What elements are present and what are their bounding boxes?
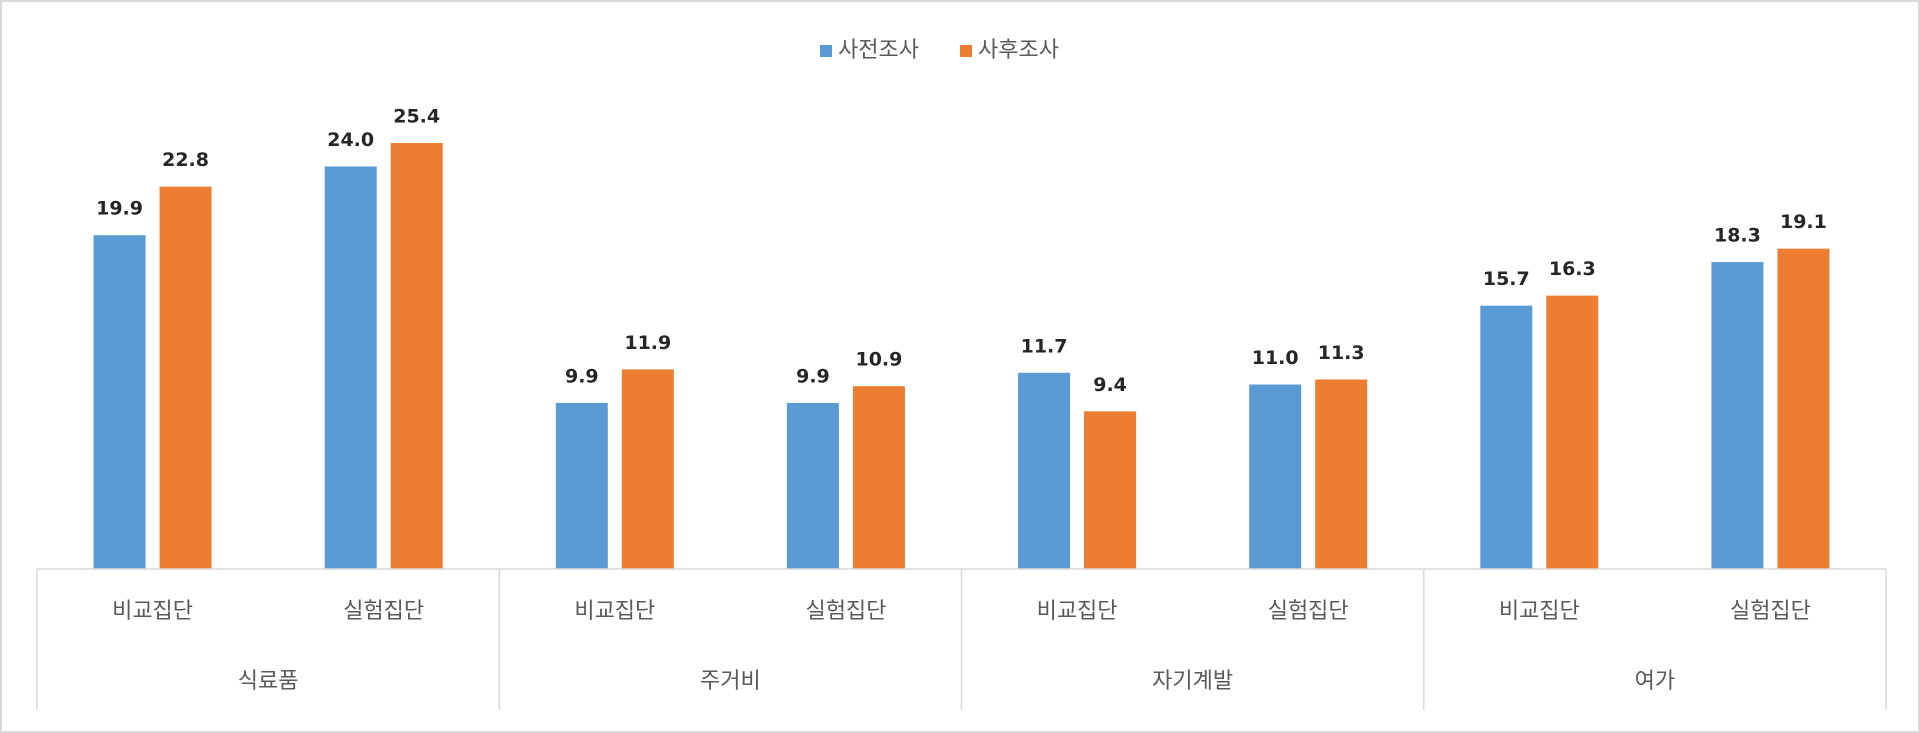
- group-label: 여가: [1635, 669, 1675, 694]
- x-tick-label: 비교집단: [112, 599, 193, 624]
- value-label: 11.3: [1318, 342, 1365, 364]
- x-tick-label: 실험집단: [343, 599, 424, 624]
- bar: [1777, 248, 1830, 569]
- bar: [159, 186, 212, 569]
- bar: [1084, 411, 1137, 569]
- bar: [621, 369, 674, 569]
- bar: [852, 386, 905, 569]
- x-tick-label: 실험집단: [1268, 599, 1349, 624]
- value-label: 11.0: [1252, 347, 1299, 369]
- value-label: 24.0: [327, 129, 374, 151]
- bar: [1018, 372, 1071, 569]
- legend-label: 사후조사: [978, 38, 1059, 63]
- value-label: 25.4: [393, 106, 440, 128]
- value-label: 15.7: [1483, 268, 1530, 290]
- value-label: 10.9: [855, 349, 902, 371]
- value-label: 19.9: [96, 198, 143, 220]
- x-tick-label: 비교집단: [1037, 599, 1118, 624]
- bar: [555, 402, 608, 569]
- x-tick-label: 실험집단: [1730, 599, 1811, 624]
- legend-swatch: [960, 45, 972, 57]
- bar: [390, 143, 443, 569]
- legend-label: 사전조사: [838, 38, 919, 63]
- value-label: 16.3: [1549, 258, 1596, 280]
- bar: [1480, 305, 1533, 569]
- legend-swatch: [820, 45, 832, 57]
- group-label: 자기계발: [1152, 669, 1233, 694]
- value-label: 9.4: [1093, 374, 1127, 396]
- value-label: 11.9: [624, 332, 671, 354]
- bar: [93, 235, 146, 570]
- bar: [786, 402, 839, 569]
- x-tick-label: 비교집단: [1499, 599, 1580, 624]
- group-label: 주거비: [700, 669, 761, 694]
- x-tick-label: 실험집단: [805, 599, 886, 624]
- bar: [1249, 384, 1302, 569]
- value-label: 9.9: [796, 365, 830, 387]
- value-label: 19.1: [1780, 211, 1827, 233]
- value-label: 9.9: [565, 365, 599, 387]
- x-tick-label: 비교집단: [574, 599, 655, 624]
- bar: [324, 166, 377, 569]
- value-label: 11.7: [1021, 335, 1068, 357]
- bar: [1546, 295, 1599, 569]
- value-label: 22.8: [162, 149, 209, 171]
- bar: [1315, 379, 1368, 569]
- bar: [1711, 262, 1764, 569]
- value-label: 18.3: [1714, 225, 1761, 247]
- group-label: 식료품: [238, 669, 299, 694]
